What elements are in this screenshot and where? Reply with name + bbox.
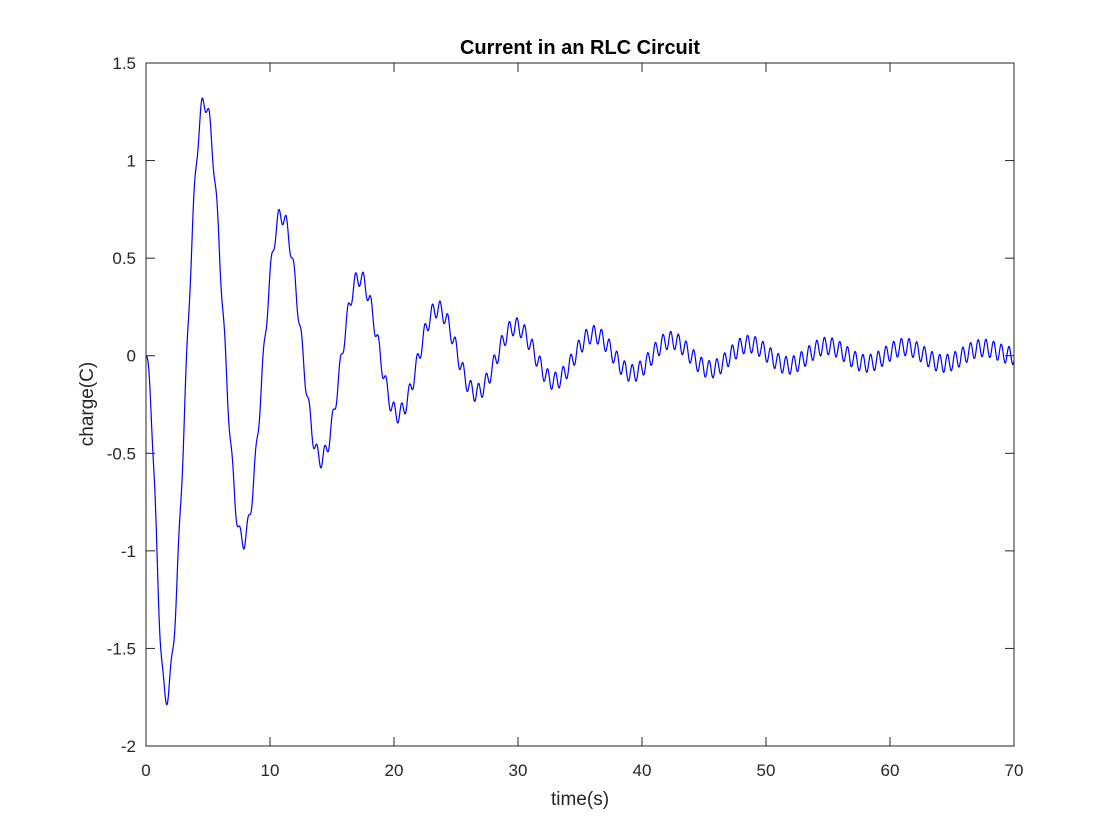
x-axis-label: time(s) [551, 789, 609, 810]
x-tick-label: 30 [509, 761, 528, 780]
x-tick-label: 40 [633, 761, 652, 780]
y-tick-label: -0.5 [107, 444, 136, 463]
x-tick-label: 60 [881, 761, 900, 780]
data-layer [145, 97, 1015, 706]
x-tick-label: 0 [141, 761, 150, 780]
y-tick-label: 0.5 [112, 249, 136, 268]
chart-title: Current in an RLC Circuit [460, 37, 700, 59]
y-tick-label: -1.5 [107, 639, 136, 658]
tick-labels: 0 10 20 30 40 50 60 70 -2 -1.5 -1 -0.5 0 0.5 1 1.5 [107, 54, 1024, 780]
x-tick-label: 50 [757, 761, 776, 780]
y-axis-label: charge(C) [77, 362, 98, 446]
x-tick-label: 70 [1005, 761, 1024, 780]
y-tick-label: -1 [121, 542, 136, 561]
y-tick-label: 1 [127, 152, 136, 171]
y-tick-label: 0 [127, 347, 136, 366]
y-tick-label: -2 [121, 737, 136, 756]
x-tick-label: 10 [261, 761, 280, 780]
series-line [145, 97, 1015, 706]
y-tick-label: 1.5 [112, 54, 136, 73]
plot-area [145, 62, 1015, 747]
x-tick-label: 20 [385, 761, 404, 780]
